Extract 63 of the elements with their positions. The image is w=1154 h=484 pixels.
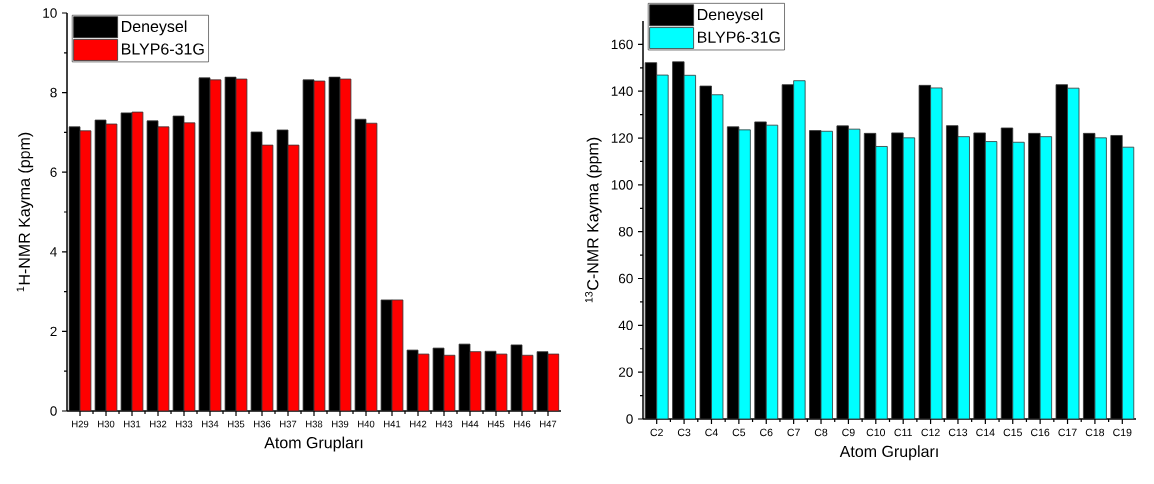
y-tick-label: 8: [50, 87, 57, 98]
y-axis-title: $^{1}$H-NMR Kayma (ppm): [16, 132, 34, 292]
x-axis-title: Atom Grupları: [839, 445, 938, 461]
x-tick-label: H30: [98, 420, 115, 428]
x-tick-label: C2: [650, 428, 663, 437]
y-tick-label: 6: [50, 167, 57, 177]
x-tick-label: H40: [358, 420, 375, 428]
y-tick-label: 0: [50, 406, 57, 416]
x-axis-title: Atom Grupları: [264, 436, 363, 452]
x-tick-label: C15: [1003, 428, 1022, 437]
y-tick-label: 140: [611, 86, 633, 96]
y-tick-label: 4: [50, 247, 57, 257]
x-tick-label: C14: [976, 428, 995, 437]
y-tick-label: 10: [43, 8, 57, 18]
x-tick-label: H44: [462, 420, 479, 428]
x-tick-label: C9: [842, 428, 855, 437]
x-tick-label: C18: [1085, 428, 1105, 437]
x-tick-label: C3: [677, 428, 691, 437]
x-tick-label: H29: [72, 420, 89, 428]
x-tick-label: C8: [814, 428, 828, 437]
x-tick-label: C12: [921, 428, 940, 437]
x-tick-label: H45: [488, 420, 505, 428]
x-tick-label: H34: [202, 420, 219, 428]
legend-label: Deneysel: [122, 20, 187, 36]
y-tick-label: 60: [618, 273, 633, 284]
y-tick-label: 2: [50, 326, 57, 337]
x-tick-label: C13: [948, 428, 968, 437]
x-tick-label: C19: [1113, 428, 1132, 437]
y-tick-label: 120: [611, 133, 633, 143]
y-axis-title: $^{13}$C-NMR Kayma (ppm): [585, 137, 602, 303]
x-tick-label: H37: [280, 420, 297, 428]
x-tick-label: H38: [306, 420, 323, 428]
x-tick-label: H41: [384, 420, 401, 428]
x-tick-label: H47: [540, 420, 557, 428]
x-tick-label: C17: [1058, 428, 1077, 437]
y-tick-label: 80: [618, 226, 633, 237]
x-tick-label: H46: [514, 420, 531, 428]
x-tick-label: C11: [894, 428, 912, 437]
x-tick-label: C4: [705, 428, 718, 437]
legend-label: Deneysel: [697, 8, 763, 24]
y-tick-label: 160: [611, 39, 633, 50]
legend-label: BLYP6-31G: [122, 43, 204, 55]
x-tick-label: H32: [150, 420, 167, 428]
y-tick-label: 0: [626, 414, 633, 424]
bar: [656, 74, 669, 419]
x-tick-label: H35: [228, 420, 245, 428]
y-tick-label: 20: [618, 367, 633, 377]
bar: [1012, 141, 1025, 419]
x-tick-label: H42: [410, 420, 427, 428]
y-tick-label: 100: [611, 180, 633, 190]
x-tick-label: H33: [176, 420, 193, 428]
x-tick-label: C6: [760, 428, 773, 437]
y-tick-label: 40: [618, 320, 633, 331]
x-tick-label: H43: [436, 420, 453, 428]
legend-label: BLYP6-31G: [697, 31, 780, 43]
bar: [875, 146, 888, 419]
x-tick-label: H31: [124, 420, 141, 428]
x-tick-label: H39: [332, 420, 349, 428]
x-tick-label: H36: [254, 420, 271, 428]
x-tick-label: C7: [787, 428, 800, 437]
x-tick-label: C10: [866, 428, 886, 437]
x-tick-label: C5: [732, 428, 746, 437]
x-tick-label: C16: [1031, 428, 1050, 437]
